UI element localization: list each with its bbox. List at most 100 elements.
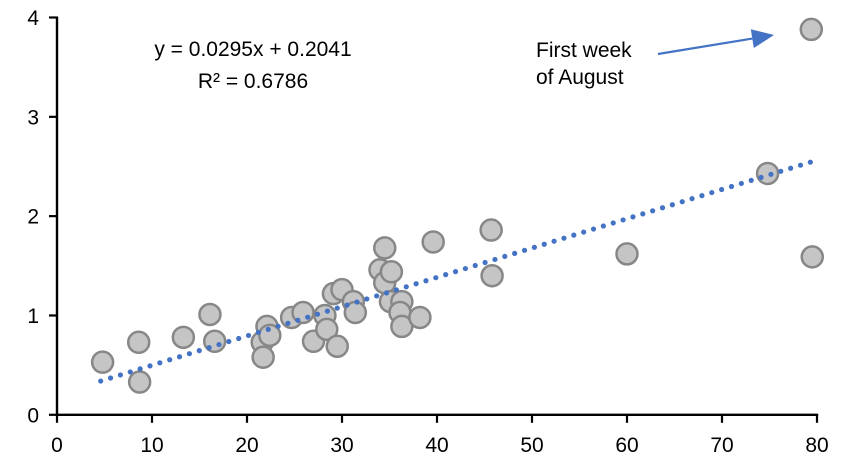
annotation-arrow-head <box>750 29 774 48</box>
data-point <box>373 236 397 260</box>
annotation-text-line2: of August <box>536 66 624 89</box>
x-tick-label: 20 <box>235 434 258 457</box>
x-tick-label: 40 <box>425 434 448 457</box>
trendline-dot <box>393 287 399 293</box>
trendline-dot <box>521 247 528 253</box>
data-point <box>408 305 432 330</box>
trendline-dot <box>768 171 774 177</box>
data-point <box>379 260 404 284</box>
trendline-dot <box>107 375 114 381</box>
trendline-dot <box>462 265 468 272</box>
data-point <box>480 263 504 288</box>
trendline-dot <box>610 220 616 226</box>
data-point <box>171 325 196 350</box>
data-point <box>126 330 151 355</box>
trendline-dot <box>265 326 271 332</box>
data-point <box>90 350 115 374</box>
trendline-dot <box>778 168 784 174</box>
data-point <box>421 230 445 254</box>
trendline-dot <box>748 177 754 184</box>
data-point <box>315 317 339 342</box>
trendline-dot <box>452 269 459 275</box>
x-tick-label: 50 <box>520 434 543 457</box>
trendline-dot <box>383 290 390 296</box>
trendline-dot <box>797 162 804 168</box>
annotation-arrow <box>657 29 774 56</box>
axes: 0 10 20 30 40 50 60 70 80 0 1 2 3 4 <box>27 7 828 457</box>
trendline-dot <box>285 320 291 326</box>
trendline-dot <box>659 205 666 211</box>
trendline-dot <box>650 208 656 214</box>
trendline-dot <box>699 193 705 199</box>
trendline-dot <box>98 378 104 384</box>
trendline-dot <box>709 189 715 196</box>
trendline-dot <box>482 259 488 266</box>
trendline-dot <box>186 351 193 357</box>
scatter-points <box>90 17 824 394</box>
trendline-dot <box>512 250 518 256</box>
trendline-dot <box>364 296 370 302</box>
trendline-dot <box>147 363 153 369</box>
trendline-dot <box>807 159 813 165</box>
data-point <box>198 302 222 327</box>
trendline-dot <box>551 238 557 244</box>
trendline-dot <box>295 317 301 323</box>
x-tick-label: 60 <box>615 434 638 457</box>
data-point <box>755 161 780 186</box>
trendline-dot <box>413 281 419 287</box>
trendline-dot <box>117 372 124 378</box>
trendline-dot <box>472 262 478 269</box>
trendline-dot <box>206 345 212 351</box>
trendline-dot <box>502 253 508 260</box>
trendline-dot <box>620 217 626 223</box>
trendline-dot <box>433 275 439 281</box>
trendline-dot <box>423 278 429 284</box>
data-point <box>799 17 824 42</box>
trendline-dot <box>344 302 350 308</box>
trendline-dot <box>275 323 281 329</box>
trendline-dot <box>255 329 261 336</box>
trendline-dot <box>679 199 685 205</box>
y-tick-label: 2 <box>27 206 39 229</box>
data-point <box>800 245 824 269</box>
trendline-dot <box>216 341 222 348</box>
trendline-dotted <box>98 159 813 384</box>
y-tick-label: 0 <box>27 404 39 427</box>
trendline-dot <box>581 229 587 235</box>
data-point <box>479 218 503 242</box>
trendline-dot <box>334 305 340 311</box>
x-tick-label: 70 <box>710 434 733 457</box>
r-squared-label: R² = 0.6786 <box>198 70 308 93</box>
x-tick-label: 80 <box>805 434 828 457</box>
annotation-text-line1: First week <box>536 39 632 62</box>
data-point <box>325 334 349 359</box>
trendline-dot <box>196 348 202 354</box>
trendline-dot <box>443 272 449 278</box>
trendline-dot <box>245 332 252 339</box>
trendline-dot <box>354 299 360 305</box>
trendline-dot <box>157 360 163 366</box>
trendline-dot <box>324 308 330 314</box>
trendline-dot <box>600 223 606 229</box>
trendline-dot <box>314 311 321 317</box>
trendline-equation-label: y = 0.0295x + 0.2041 <box>154 38 351 61</box>
trendline-dot <box>492 256 498 263</box>
trendline-dot <box>590 226 597 232</box>
trendline-dot <box>305 314 311 320</box>
x-tick-label: 0 <box>51 434 63 457</box>
trendline-dot <box>374 293 380 299</box>
data-point <box>251 345 275 369</box>
trendline-dot <box>630 214 636 220</box>
trendline-dot <box>689 196 695 202</box>
trendline-dot <box>728 183 735 190</box>
trendline-dot <box>167 357 173 363</box>
trendline-dot <box>561 235 567 241</box>
trendline-dot <box>137 366 143 372</box>
trendline-dot <box>176 354 183 360</box>
trendline-dot <box>669 202 675 208</box>
trendline-dot <box>788 165 794 171</box>
trendline-dot <box>127 369 133 375</box>
trendline-dot <box>719 186 725 193</box>
